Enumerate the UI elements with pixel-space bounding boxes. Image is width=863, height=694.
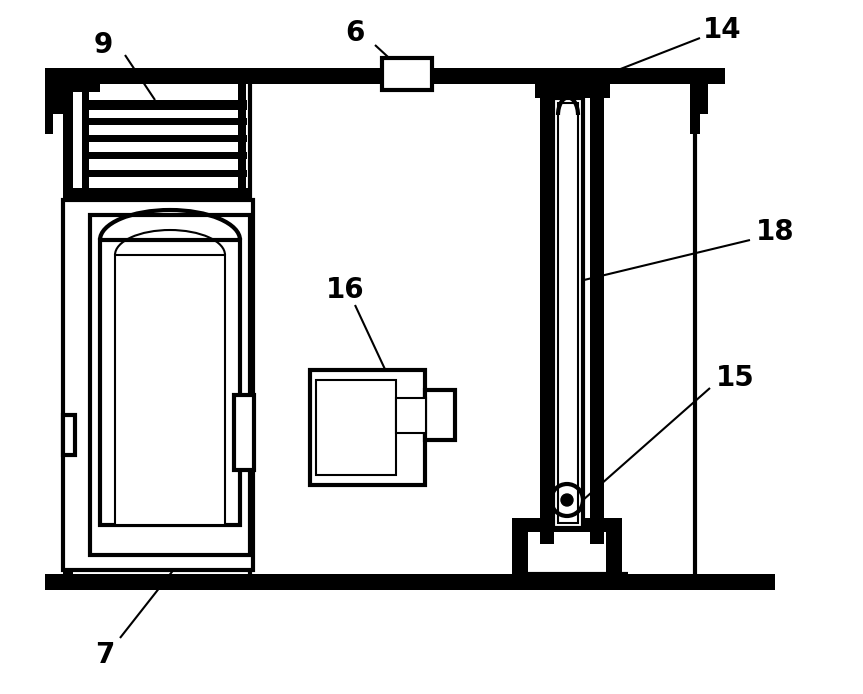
Text: 7: 7	[95, 641, 115, 669]
Bar	[553, 98, 583, 528]
Bar	[396, 398, 426, 433]
Bar	[63, 415, 75, 455]
Bar	[558, 103, 578, 523]
Bar	[82, 135, 247, 142]
Bar	[238, 84, 246, 284]
Bar	[82, 170, 247, 177]
Bar	[540, 84, 554, 544]
Bar	[310, 370, 425, 485]
Bar	[382, 58, 432, 90]
Bar	[63, 188, 248, 200]
Text: 9: 9	[93, 31, 113, 59]
Bar	[100, 240, 240, 525]
Bar	[238, 200, 246, 570]
Bar	[316, 380, 396, 475]
Bar	[535, 84, 610, 98]
Bar	[82, 152, 247, 159]
Bar	[45, 84, 63, 114]
Bar	[63, 200, 253, 570]
Bar	[45, 84, 53, 134]
Bar	[82, 118, 247, 125]
Bar	[512, 532, 528, 574]
Bar	[234, 395, 254, 470]
Bar	[690, 84, 700, 134]
Text: 14: 14	[702, 16, 741, 44]
Bar	[425, 390, 455, 440]
Bar	[45, 574, 775, 590]
Text: 15: 15	[715, 364, 754, 392]
Bar	[90, 215, 250, 555]
Text: 18: 18	[756, 218, 794, 246]
Bar	[45, 68, 725, 84]
Bar	[690, 84, 708, 114]
Bar	[606, 532, 622, 574]
Bar	[73, 200, 81, 570]
Bar	[45, 84, 100, 92]
Circle shape	[561, 494, 573, 506]
Bar	[590, 84, 604, 544]
Bar	[115, 255, 225, 525]
Text: 6: 6	[345, 19, 365, 47]
Bar	[82, 84, 89, 284]
Bar	[63, 84, 73, 574]
Bar	[82, 100, 247, 110]
Bar	[63, 558, 248, 568]
Bar	[512, 518, 622, 532]
Text: 16: 16	[325, 276, 364, 304]
